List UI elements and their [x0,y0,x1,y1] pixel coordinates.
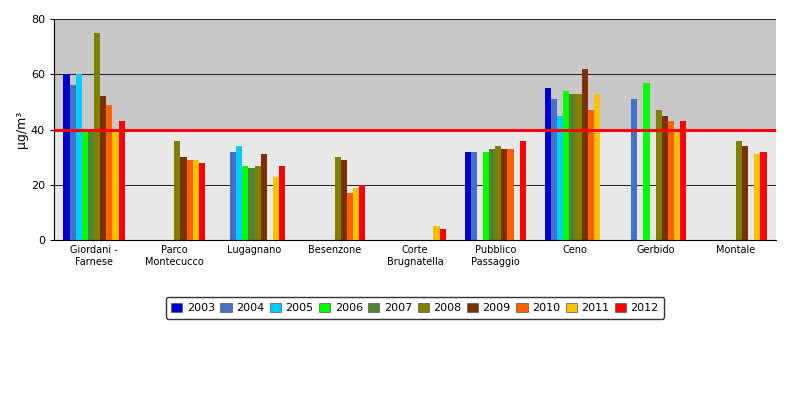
Bar [760,152,766,240]
Bar [119,121,125,240]
Bar [230,152,236,240]
Bar [341,160,347,240]
Bar [594,94,600,240]
Bar [242,166,248,240]
Bar [106,105,112,240]
Bar [88,129,94,240]
Bar [551,99,557,240]
Bar [180,157,187,240]
Bar [662,116,668,240]
Bar [347,193,353,240]
Bar [643,83,649,240]
Bar [199,163,205,240]
Bar [588,110,594,240]
Bar [174,141,180,240]
Legend: 2003, 2004, 2005, 2006, 2007, 2008, 2009, 2010, 2011, 2012: 2003, 2004, 2005, 2006, 2007, 2008, 2009… [165,297,664,319]
Bar [755,155,760,240]
Bar [581,69,588,240]
Bar [489,149,495,240]
Bar [433,226,440,240]
Bar [187,160,193,240]
Bar [545,88,551,240]
Bar [674,129,680,240]
Bar [557,116,563,240]
Bar [736,141,742,240]
Bar [279,166,286,240]
Bar [508,149,513,240]
Bar [273,177,279,240]
Bar [742,146,748,240]
Bar [668,121,674,240]
Bar [570,94,575,240]
Bar [261,155,267,240]
Bar [193,160,199,240]
Bar [471,152,477,240]
Bar [483,152,489,240]
Bar [464,152,471,240]
Bar [520,141,526,240]
Bar [656,110,662,240]
Bar [335,157,341,240]
Bar [248,169,255,240]
Bar [495,146,501,240]
Bar [680,121,687,240]
Bar [353,188,359,240]
Bar [54,129,776,240]
Bar [563,91,570,240]
Bar [94,33,100,240]
Bar [440,229,445,240]
Bar [76,74,81,240]
Bar [63,74,70,240]
Bar [255,166,261,240]
Bar [54,19,776,129]
Bar [631,99,638,240]
Bar [575,94,581,240]
Bar [359,185,365,240]
Y-axis label: µg/m³: µg/m³ [15,111,28,148]
Bar [501,149,508,240]
Bar [70,85,76,240]
Bar [100,97,106,240]
Bar [112,129,119,240]
Bar [236,146,242,240]
Bar [81,129,88,240]
